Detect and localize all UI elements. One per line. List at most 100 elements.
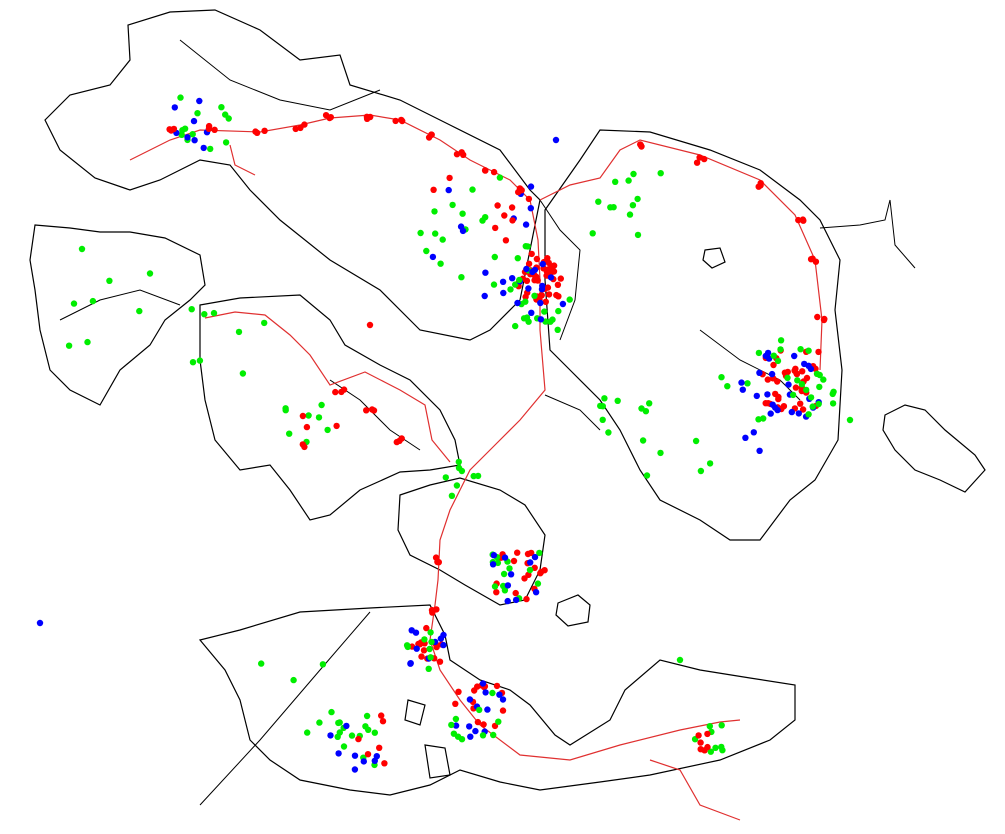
map-point	[512, 589, 519, 597]
island-west	[29, 224, 206, 406]
map-point	[820, 376, 827, 383]
map-point	[792, 365, 799, 372]
map-point	[379, 718, 387, 725]
map-point	[429, 253, 437, 261]
map-point	[301, 443, 308, 451]
map-point	[525, 260, 533, 267]
map-point	[493, 682, 501, 690]
map-point	[315, 414, 323, 421]
map-point	[815, 400, 822, 408]
island-middle	[199, 294, 461, 521]
map-point	[189, 359, 197, 366]
map-point	[528, 250, 535, 258]
map-point	[222, 139, 230, 146]
map-point	[455, 458, 462, 466]
map-point	[440, 641, 447, 649]
map-point	[704, 730, 711, 738]
map-point	[830, 388, 837, 395]
map-point	[282, 405, 289, 412]
map-point	[764, 391, 771, 398]
road	[699, 329, 801, 401]
map-point	[704, 743, 711, 751]
islet	[404, 699, 426, 726]
map-point	[555, 293, 562, 300]
map-point	[532, 589, 540, 596]
map-point	[333, 422, 340, 430]
map-point	[363, 712, 371, 720]
map-point	[755, 416, 762, 423]
map-point	[522, 298, 529, 305]
map-point	[207, 145, 214, 153]
map-point	[496, 174, 504, 181]
map-point	[449, 201, 456, 209]
map-point	[146, 270, 154, 277]
map-point	[482, 269, 489, 276]
map-point	[510, 557, 518, 565]
map-point	[448, 492, 456, 499]
map-point	[489, 561, 497, 568]
map-point	[421, 636, 428, 643]
map-point	[499, 707, 507, 714]
map-point	[459, 227, 467, 235]
map-point	[739, 386, 746, 393]
islet	[424, 744, 451, 779]
map-point	[489, 689, 496, 697]
map-point	[813, 370, 821, 377]
map-point	[777, 346, 784, 353]
road	[819, 199, 916, 269]
map-point	[799, 368, 806, 375]
map-point	[707, 748, 714, 755]
map-point	[514, 549, 521, 556]
map-point	[428, 131, 435, 138]
map-point	[777, 337, 785, 344]
roads	[59, 39, 916, 806]
map-point	[522, 221, 530, 228]
map-point	[261, 319, 268, 327]
map-point	[799, 406, 807, 413]
map-point	[509, 275, 516, 282]
map-point	[554, 326, 561, 333]
map-point	[437, 635, 445, 642]
map-point	[437, 260, 444, 267]
map-point	[188, 306, 195, 313]
map-point	[348, 732, 356, 739]
map-point	[798, 381, 806, 388]
map-point	[398, 435, 405, 442]
map-point	[755, 349, 763, 357]
map-point	[538, 568, 545, 576]
map-point	[408, 627, 415, 634]
map-point	[534, 277, 541, 284]
map-point	[537, 299, 544, 307]
map-point	[789, 391, 797, 399]
map-point	[428, 638, 435, 646]
map-point	[371, 729, 378, 736]
map-point	[803, 386, 810, 394]
map-point	[718, 722, 725, 729]
map-point	[474, 718, 482, 726]
island-south	[198, 604, 796, 796]
map-point	[775, 393, 782, 401]
map-point	[504, 582, 512, 589]
map-point	[466, 723, 473, 730]
map-point	[718, 374, 725, 381]
map-point	[428, 606, 436, 614]
map-point	[531, 553, 539, 561]
island-far-east	[882, 404, 986, 493]
map-point	[442, 474, 449, 481]
map-point	[523, 265, 530, 273]
map-point	[423, 247, 430, 255]
map-point	[768, 370, 776, 378]
map-point	[218, 104, 225, 111]
map-point	[544, 267, 551, 274]
map-point	[599, 416, 606, 423]
map-point	[168, 127, 175, 134]
map-point	[459, 210, 466, 217]
map-point	[601, 395, 608, 402]
map-point	[479, 732, 487, 739]
map-point	[484, 706, 491, 713]
map-point	[764, 349, 772, 357]
map-point	[493, 589, 500, 596]
map-point	[191, 137, 198, 144]
map-point	[452, 722, 460, 729]
map-point	[821, 315, 828, 323]
